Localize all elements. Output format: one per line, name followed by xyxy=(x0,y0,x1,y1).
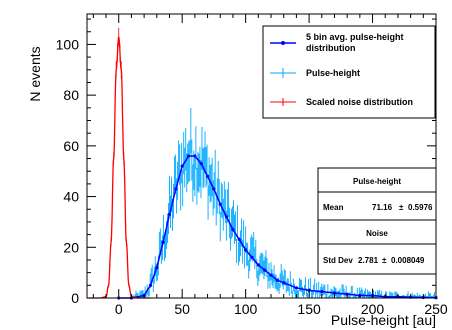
axes-layer: 0 50 100 150 200 250 0 20 40 60 80 100 xyxy=(56,13,448,317)
avg-point xyxy=(199,162,203,166)
x-tick-label: 200 xyxy=(361,301,385,317)
y-tick-label: 60 xyxy=(63,138,79,154)
avg-point xyxy=(180,164,184,168)
avg-point xyxy=(148,283,153,287)
legend-entry-data: Pulse-height xyxy=(270,68,360,78)
avg-point xyxy=(231,227,235,232)
avg-point xyxy=(161,240,165,244)
stats-border xyxy=(317,167,437,275)
y-tick-label: 40 xyxy=(63,189,79,205)
legend-label-avg-line2: distribution xyxy=(306,43,356,53)
avg-point xyxy=(263,268,267,272)
avg-point xyxy=(332,291,337,295)
avg-point xyxy=(244,248,248,252)
stats-mean-label: Mean xyxy=(323,203,344,212)
stats-title-pulse: Pulse-height xyxy=(353,177,401,186)
y-tick-label: 20 xyxy=(63,239,79,255)
avg-point xyxy=(269,273,273,277)
avg-point xyxy=(275,278,279,282)
x-axis-label: Pulse-height [au] xyxy=(331,312,436,328)
avg-point xyxy=(225,215,229,219)
avg-point xyxy=(155,265,159,270)
avg-point xyxy=(282,281,286,285)
avg-point xyxy=(193,154,197,158)
stats-std-sep: ± xyxy=(382,256,387,265)
legend-entry-noise: Scaled noise distribution xyxy=(270,97,413,107)
x-tick-label: 150 xyxy=(297,301,321,317)
avg-point xyxy=(237,238,241,242)
legend-label-noise: Scaled noise distribution xyxy=(306,97,413,107)
x-tick-label: 100 xyxy=(234,301,258,317)
avg-point xyxy=(174,187,178,191)
x-tick-label: 0 xyxy=(115,301,123,317)
legend-box xyxy=(262,25,436,119)
stats-mean-err: 0.5976 xyxy=(408,203,433,212)
stats-mean-value: 71.16 xyxy=(372,203,393,212)
avg-point xyxy=(256,263,260,267)
stats-std-err: 0.008049 xyxy=(391,256,425,265)
avg-point xyxy=(167,212,172,216)
avg-point xyxy=(320,290,324,294)
avg-point xyxy=(186,154,191,158)
avg-point xyxy=(205,174,210,178)
y-tick-label: 0 xyxy=(71,290,79,306)
stats-title-noise: Noise xyxy=(366,229,388,238)
avg-point xyxy=(250,255,254,260)
series-avg xyxy=(117,154,438,300)
stats-std-label: Std Dev xyxy=(323,256,353,265)
y-tick-label: 80 xyxy=(63,87,79,103)
noise-line xyxy=(87,36,151,299)
legend-label-avg-line1: 5 bin avg. pulse-height xyxy=(306,32,404,42)
stats-box: Pulse-height Mean 71.16 ± 0.5976 Noise S… xyxy=(317,167,437,275)
data-layer xyxy=(87,27,438,300)
x-tick-label: 250 xyxy=(424,301,448,317)
y-axis-label: N events xyxy=(27,46,43,101)
stats-std-value: 2.781 xyxy=(358,256,379,265)
avg-point xyxy=(218,202,222,206)
x-tick-label: 50 xyxy=(174,301,190,317)
legend-marker-avg xyxy=(281,41,285,45)
legend: 5 bin avg. pulse-height distribution Pul… xyxy=(262,25,436,119)
legend-entry-avg: 5 bin avg. pulse-height distribution xyxy=(270,32,404,53)
stats-mean-sep: ± xyxy=(399,203,404,212)
legend-label-data: Pulse-height xyxy=(306,68,360,78)
plot-frame xyxy=(86,13,437,299)
avg-point xyxy=(294,286,298,290)
avg-point xyxy=(212,187,216,191)
y-tick-label: 100 xyxy=(56,36,80,52)
